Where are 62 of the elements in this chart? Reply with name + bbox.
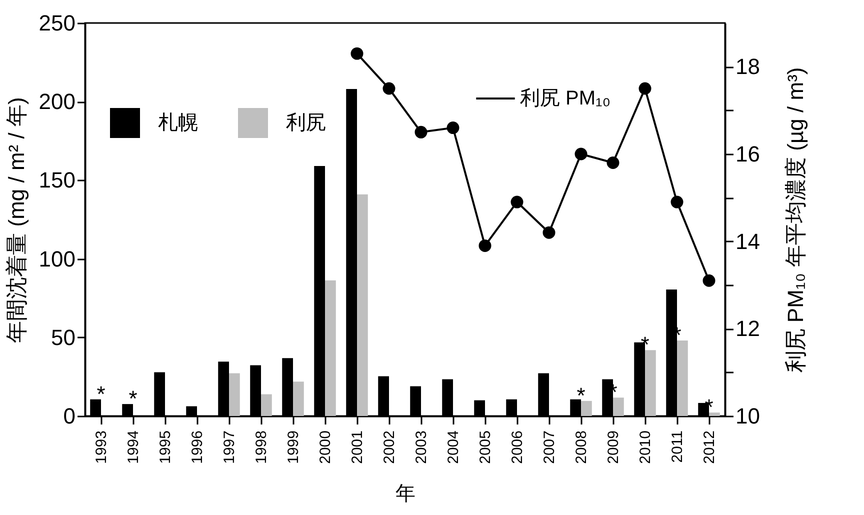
point: [702, 274, 716, 287]
point: [510, 196, 524, 208]
point: [606, 156, 620, 169]
x-tick-label: 2004: [445, 430, 462, 464]
x-tick-label: 2007: [541, 430, 558, 464]
annotation: *: [576, 382, 586, 408]
y2-tick-label: 14: [736, 228, 760, 254]
y-tick-label: 150: [38, 168, 76, 193]
x-tick-label: 2012: [701, 430, 718, 464]
point: [542, 226, 556, 239]
x-tick-label: 2001: [349, 430, 366, 464]
x-tick-label: 1997: [221, 430, 238, 464]
annotation: *: [96, 381, 106, 406]
y2-tick-label: 16: [736, 142, 760, 166]
point: [382, 82, 396, 95]
x-tick-label: 1999: [285, 430, 302, 464]
bar: [325, 280, 336, 416]
bar: [293, 382, 304, 416]
y2-tick-label: 12: [736, 316, 760, 342]
legend-label: 札幌: [158, 112, 198, 134]
point: [350, 47, 364, 60]
y-tick-label: 200: [38, 89, 76, 114]
point: [478, 239, 492, 252]
bar: [357, 194, 368, 416]
legend-label: 利尻 PM₁₀: [520, 88, 611, 110]
point: [446, 122, 460, 134]
y-tick-label: 50: [51, 324, 76, 350]
y2-axis-title: 利尻 PM₁₀ 年平均濃度 (µg / m³): [782, 67, 808, 373]
bar: [613, 398, 624, 416]
x-tick-label: 1994: [125, 430, 142, 464]
x-tick-label: 2008: [573, 430, 590, 464]
x-tick-label: 2002: [381, 430, 398, 464]
bar: [645, 350, 656, 416]
annotation: *: [128, 386, 138, 412]
x-tick-label: 2011: [669, 430, 686, 463]
bar: [581, 400, 592, 416]
x-tick-label: 2010: [637, 430, 654, 464]
y-tick-label: 250: [38, 10, 76, 36]
y-axis-title: 年間沈着量 (mg / m² / 年): [4, 97, 29, 343]
x-tick-label: 1993: [93, 430, 110, 464]
point: [670, 196, 684, 208]
bar: [709, 412, 720, 416]
x-tick-label: 2005: [477, 430, 494, 464]
y2-tick-label: 18: [736, 54, 760, 80]
y2-tick-label: 10: [736, 404, 760, 428]
y-tick-label: 0: [63, 404, 76, 428]
x-tick-label: 2006: [509, 430, 526, 464]
x-axis-title: 年: [396, 482, 416, 505]
y-tick-label: 100: [38, 246, 76, 272]
x-tick-label: 1995: [157, 430, 174, 464]
x-tick-label: 1996: [189, 430, 206, 464]
point: [574, 148, 588, 160]
legend-label: 利尻: [286, 112, 326, 134]
bar: [261, 394, 272, 416]
x-tick-label: 2003: [413, 430, 430, 464]
point: [414, 126, 428, 138]
point: [638, 82, 652, 95]
x-tick-label: 1998: [253, 430, 270, 464]
bar: [229, 373, 240, 416]
bar: [677, 340, 688, 416]
x-tick-label: 2009: [605, 430, 622, 464]
x-tick-label: 2000: [317, 430, 334, 464]
